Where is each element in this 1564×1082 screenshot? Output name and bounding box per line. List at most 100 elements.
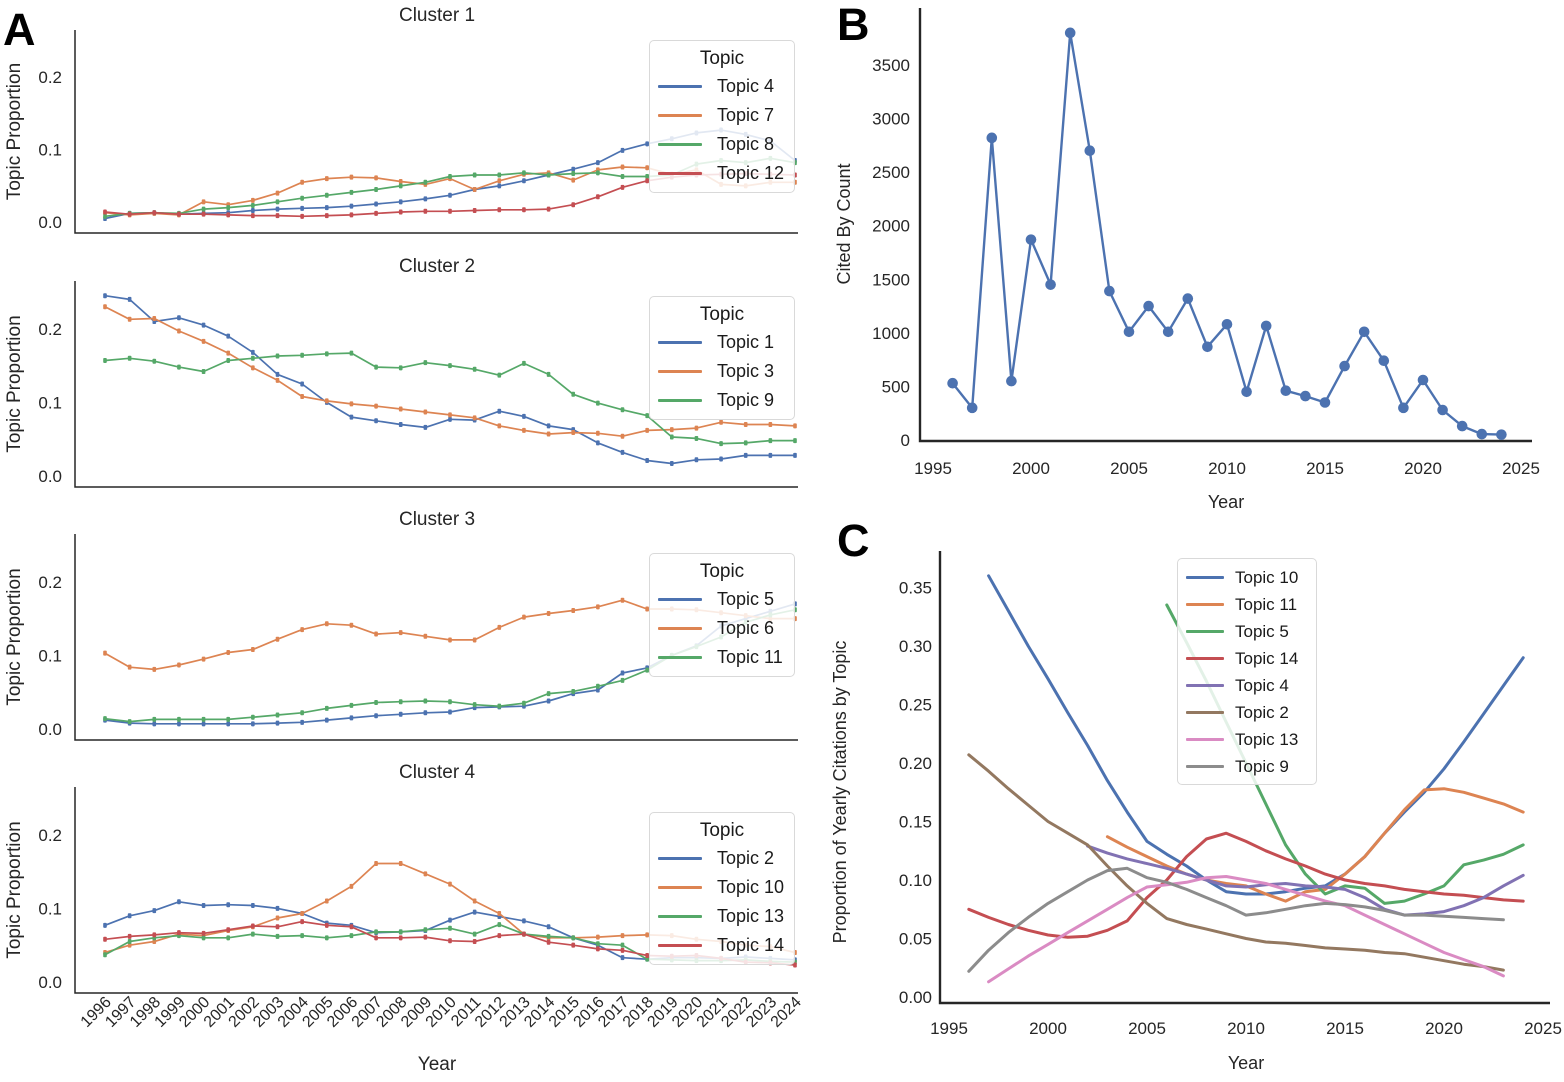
legend-item-topic-9: Topic 9: [1186, 753, 1308, 780]
x-tick-label: 2010: [1227, 1019, 1265, 1038]
marker: [349, 212, 354, 218]
legend-item-label: Topic 3: [717, 361, 775, 381]
marker: [398, 199, 403, 205]
marker: [324, 705, 329, 711]
marker: [251, 931, 255, 937]
marker: [472, 366, 477, 372]
marker: [201, 206, 206, 212]
y-tick-label: 0.0: [38, 973, 62, 992]
legend-line-swatch-icon: [1186, 575, 1224, 580]
marker: [103, 716, 107, 722]
marker: [596, 946, 600, 952]
marker: [226, 212, 231, 218]
marker: [226, 721, 231, 727]
legend-line-swatch-icon: [658, 656, 702, 659]
marker: [275, 199, 280, 205]
legend-item-topic-8: Topic 8: [658, 130, 786, 159]
legend-item-label: Topic 10: [717, 877, 785, 897]
marker: [398, 630, 403, 636]
marker: [620, 184, 625, 190]
marker: [398, 179, 403, 185]
marker: [571, 166, 576, 172]
marker: [127, 296, 132, 302]
axis-spines: [74, 281, 798, 488]
marker: [472, 187, 477, 192]
marker: [1123, 326, 1135, 338]
legend-item-label: Topic 11: [1235, 594, 1298, 614]
y-tick-label: 0.2: [38, 68, 62, 87]
legend-item-label: Topic 14: [1235, 648, 1299, 668]
marker: [620, 942, 625, 948]
marker: [1339, 360, 1350, 372]
legend-item-topic-12: Topic 12: [658, 159, 786, 188]
marker: [201, 368, 206, 374]
marker: [448, 709, 452, 715]
marker: [1280, 385, 1292, 397]
x-tick-label: 2000: [1029, 1019, 1067, 1038]
marker: [103, 293, 107, 299]
marker: [596, 400, 600, 406]
marker: [374, 929, 378, 935]
marker: [251, 197, 255, 203]
marker: [152, 721, 157, 727]
marker: [1162, 326, 1174, 338]
y-tick-label: 0.25: [899, 696, 932, 715]
marker: [546, 431, 551, 437]
marker: [620, 449, 625, 455]
marker: [349, 203, 354, 209]
marker: [645, 413, 649, 419]
marker: [251, 902, 255, 908]
marker: [620, 677, 625, 683]
marker: [300, 394, 304, 400]
marker: [448, 925, 452, 931]
marker: [300, 719, 304, 725]
marker: [571, 430, 576, 436]
marker: [374, 699, 378, 705]
marker: [571, 942, 576, 948]
panel-label-b: B: [837, 0, 870, 50]
marker: [423, 633, 428, 639]
marker: [571, 177, 576, 183]
marker: [300, 919, 304, 925]
marker: [793, 423, 797, 429]
marker: [300, 911, 304, 917]
marker: [1398, 402, 1409, 414]
marker: [275, 905, 280, 911]
marker: [620, 433, 625, 439]
marker: [127, 664, 132, 670]
marker: [300, 933, 304, 939]
axis-spines: [74, 787, 798, 994]
marker: [201, 902, 206, 908]
marker: [497, 172, 502, 178]
legend-item-label: Topic 4: [1235, 675, 1289, 695]
marker: [1182, 293, 1194, 304]
marker: [127, 316, 132, 322]
marker: [1104, 285, 1115, 297]
line-topic-9: [967, 866, 1505, 973]
marker: [571, 608, 576, 614]
line-topic-4: [1086, 844, 1525, 917]
y-tick-label: 2000: [872, 217, 910, 236]
marker: [251, 349, 255, 355]
marker: [472, 702, 477, 708]
marker: [793, 962, 797, 968]
legend-item-topic-10: Topic 10: [658, 873, 786, 902]
marker: [645, 606, 649, 612]
marker: [596, 430, 600, 436]
marker: [177, 721, 181, 727]
marker: [398, 406, 403, 412]
marker: [349, 883, 354, 889]
axis-spines: [938, 551, 1550, 1005]
subplot-title: Cluster 3: [399, 509, 475, 530]
x-axis-label: Year: [1228, 1053, 1264, 1073]
marker: [522, 170, 526, 176]
marker: [743, 421, 748, 427]
legend-item-label: Topic 13: [1235, 729, 1299, 749]
legend-item-label: Topic 2: [717, 848, 775, 868]
marker: [103, 952, 107, 958]
legend-item-topic-5: Topic 5: [658, 585, 786, 614]
legend-item-label: Topic 7: [717, 105, 775, 125]
y-tick-label: 0.1: [38, 141, 62, 160]
legend-item-topic-4: Topic 4: [658, 72, 786, 101]
marker: [251, 208, 255, 214]
